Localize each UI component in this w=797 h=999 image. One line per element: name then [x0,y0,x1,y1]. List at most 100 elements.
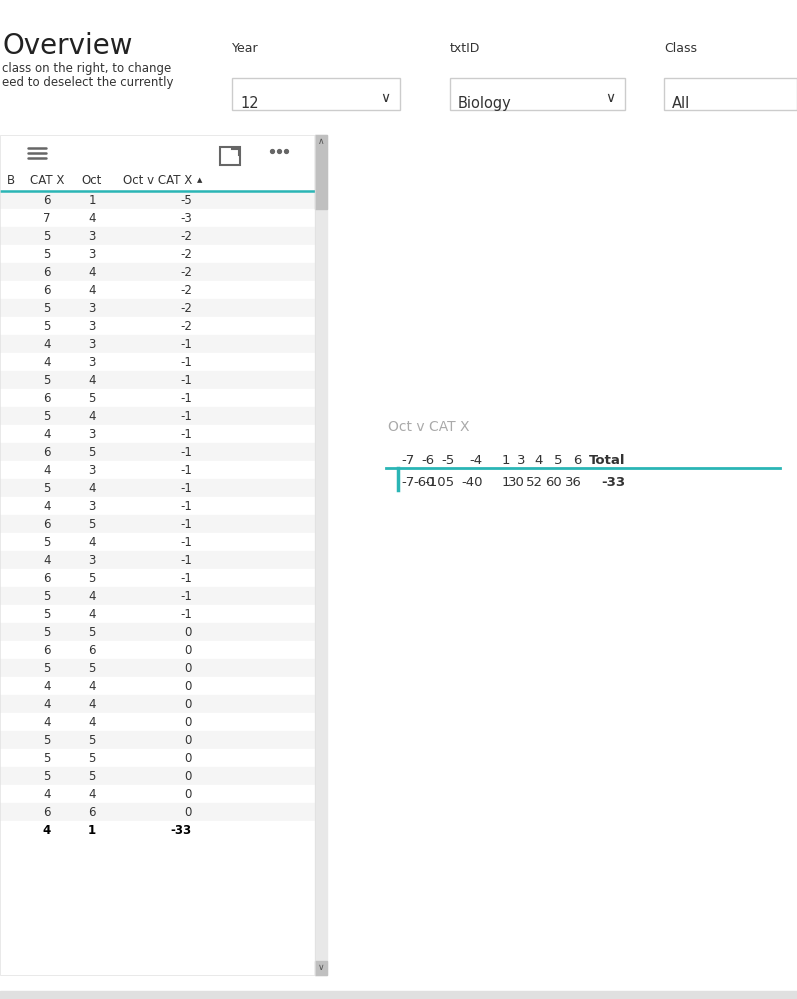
Text: 0: 0 [185,734,192,747]
Text: -1: -1 [180,411,192,424]
Text: 5: 5 [88,447,96,460]
Bar [450,78,625,110]
Text: 0: 0 [185,788,192,801]
Text: -7: -7 [402,476,415,489]
Bar [315,149,327,209]
Text: 5: 5 [43,734,51,747]
Text: 4: 4 [88,788,96,801]
Text: Oct v CAT X: Oct v CAT X [123,175,192,188]
Bar [315,135,327,149]
Text: -105: -105 [425,476,455,489]
Text: Overview: Overview [2,32,132,60]
Text: 60: 60 [545,476,562,489]
Text: 5: 5 [43,303,51,316]
Text: ∨: ∨ [605,91,615,105]
Text: 6: 6 [574,454,582,467]
Text: -1: -1 [180,500,192,513]
Text: 1: 1 [88,824,96,837]
Text: 5: 5 [43,590,51,603]
Text: -1: -1 [180,554,192,567]
Bar [0,317,315,335]
Text: -5: -5 [442,454,455,467]
Text: 3: 3 [516,454,525,467]
Text: -1: -1 [180,590,192,603]
Text: ∨: ∨ [380,91,390,105]
Text: 6: 6 [43,195,51,208]
Text: 4: 4 [535,454,543,467]
Text: Oct: Oct [82,175,102,188]
Text: B: B [7,175,15,188]
Text: 4: 4 [88,680,96,693]
Bar [0,659,315,677]
Text: -4: -4 [470,454,483,467]
Bar [0,587,315,605]
Text: 6: 6 [88,806,96,819]
Text: -1: -1 [180,572,192,585]
Bar [664,78,797,110]
Text: 5: 5 [43,770,51,783]
Text: 6: 6 [43,572,51,585]
Text: -1: -1 [180,393,192,406]
Text: -2: -2 [180,285,192,298]
Bar [0,551,315,569]
Bar [0,641,315,659]
Text: 30: 30 [508,476,525,489]
Text: 5: 5 [43,608,51,621]
Text: 5: 5 [88,572,96,585]
Text: 5: 5 [43,662,51,675]
Text: 7: 7 [43,213,51,226]
Text: 5: 5 [43,321,51,334]
Text: 6: 6 [43,447,51,460]
Bar [0,425,315,443]
Text: -1: -1 [180,465,192,478]
Bar [0,407,315,425]
Bar [0,785,315,803]
Bar [0,991,797,999]
Bar [220,147,240,165]
Text: 4: 4 [43,716,51,729]
Text: ∨: ∨ [318,963,324,972]
Bar [0,497,315,515]
Bar [0,695,315,713]
Bar [0,389,315,407]
Bar [0,767,315,785]
Text: 3: 3 [88,339,96,352]
Text: 3: 3 [88,321,96,334]
Text: 4: 4 [88,213,96,226]
Text: 4: 4 [88,411,96,424]
Text: 4: 4 [88,698,96,711]
Bar [0,135,315,975]
Text: 0: 0 [185,644,192,657]
Text: 0: 0 [185,770,192,783]
Text: 5: 5 [88,518,96,531]
Text: 36: 36 [565,476,582,489]
Text: 4: 4 [43,680,51,693]
Text: 5: 5 [88,770,96,783]
Bar [0,569,315,587]
Bar [0,479,315,497]
Text: -2: -2 [180,231,192,244]
Bar [0,299,315,317]
Bar [315,135,327,975]
Text: 3: 3 [88,500,96,513]
Text: 4: 4 [43,465,51,478]
Text: 4: 4 [43,429,51,442]
Text: Biology: Biology [458,96,512,111]
Text: 4: 4 [88,716,96,729]
Text: 5: 5 [43,536,51,549]
Bar [0,281,315,299]
Text: 3: 3 [88,429,96,442]
Text: ▲: ▲ [197,177,202,183]
Bar [0,731,315,749]
Text: 3: 3 [88,554,96,567]
Text: 4: 4 [88,536,96,549]
Bar [0,335,315,353]
Text: -6: -6 [422,454,435,467]
Text: 5: 5 [88,393,96,406]
Text: 4: 4 [88,608,96,621]
Bar [0,605,315,623]
Text: 5: 5 [43,483,51,496]
Bar [0,135,315,975]
Text: 0: 0 [185,806,192,819]
Text: 5: 5 [43,375,51,388]
